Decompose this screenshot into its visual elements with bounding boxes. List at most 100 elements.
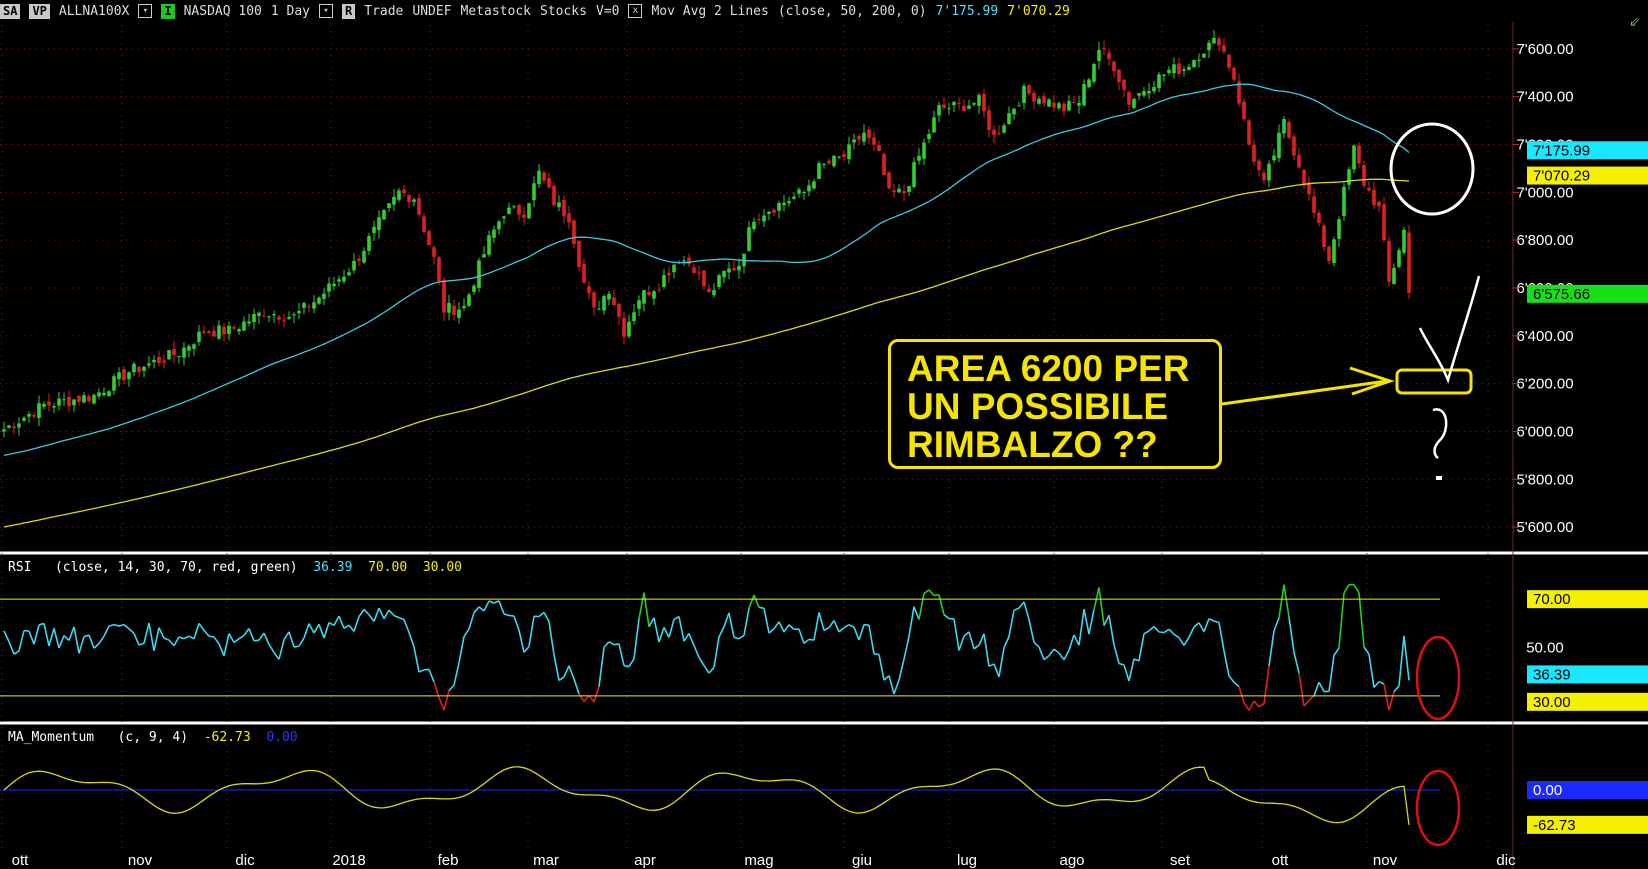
indicator-button[interactable]: I: [161, 3, 175, 19]
rsi-segment: [403, 619, 410, 633]
candle: [942, 104, 946, 109]
candle: [662, 275, 666, 288]
candle: [797, 189, 801, 194]
rsi-segment: [1143, 630, 1150, 635]
rsi-segment: [23, 629, 30, 632]
rsi-segment: [1033, 641, 1040, 648]
x-tick-label: ago: [1059, 852, 1084, 869]
candle: [537, 170, 541, 185]
candle: [1132, 98, 1136, 108]
rsi-segment: [1358, 592, 1365, 648]
symbol-dropdown-icon[interactable]: ▾: [138, 4, 153, 18]
rsi-segment: [958, 635, 965, 651]
rsi-segment: [873, 653, 880, 656]
rsi-segment: [1238, 686, 1245, 703]
momentum-signal: 0.00: [266, 730, 298, 745]
candle: [1177, 63, 1181, 75]
candle: [1397, 250, 1401, 267]
rsi-segment: [328, 621, 335, 627]
close-indicator-icon[interactable]: x: [628, 4, 643, 18]
rsi-red-circle: [1415, 635, 1461, 721]
candle: [1167, 69, 1171, 74]
rsi-segment: [153, 627, 160, 651]
rsi-segment: [508, 614, 515, 617]
x-tick-label: mag: [744, 852, 773, 869]
r-button[interactable]: R: [342, 3, 356, 19]
candle: [1042, 96, 1046, 104]
rsi-segment: [413, 646, 420, 673]
candle: [1102, 48, 1106, 50]
rsi-segment: [478, 606, 485, 612]
candle: [1317, 212, 1321, 223]
candle: [1227, 54, 1231, 68]
rsi-segment: [448, 684, 455, 692]
candle: [552, 185, 556, 206]
rsi-segment: [803, 638, 810, 645]
vp-button[interactable]: VP: [29, 3, 50, 19]
rsi-segment: [1378, 680, 1385, 685]
rsi-segment: [38, 622, 45, 626]
candle: [702, 270, 706, 287]
rsi-segment: [1023, 601, 1030, 620]
rsi-segment: [923, 589, 930, 595]
rsi-segment: [428, 669, 435, 683]
rsi-segment: [78, 636, 85, 654]
candle: [257, 312, 261, 317]
volume-label: V=0: [595, 3, 620, 19]
rsi-segment: [1223, 650, 1230, 676]
candle: [62, 399, 66, 401]
rsi-segment: [763, 608, 770, 634]
rsi-segment: [608, 641, 615, 646]
candle: [202, 331, 206, 333]
rsi-segment: [968, 631, 975, 650]
candle: [277, 316, 281, 320]
candle: [1277, 132, 1281, 159]
candle: [992, 129, 996, 136]
rsi-segment: [1088, 609, 1095, 635]
rsi-segment: [98, 635, 105, 644]
rsi-segment: [1263, 665, 1270, 704]
candle: [7, 425, 11, 428]
rsi-segment: [1163, 628, 1170, 634]
rsi-segment: [158, 627, 165, 639]
rsi-segment: [103, 625, 110, 637]
candle: [512, 206, 516, 208]
rsi-segment: [1013, 607, 1020, 611]
rsi-segment: [818, 612, 825, 631]
rsi-segment: [83, 634, 90, 638]
candle: [867, 129, 871, 138]
rsi-segment: [43, 623, 50, 647]
candle: [182, 347, 186, 358]
rsi-segment: [1043, 655, 1050, 661]
candle: [227, 325, 231, 335]
candle: [362, 250, 366, 263]
symbol-label[interactable]: ALLNA100X: [58, 3, 130, 19]
candle: [372, 226, 376, 234]
rsi-segment: [323, 622, 330, 639]
rsi-segment: [703, 665, 710, 674]
interval-dropdown-icon[interactable]: ▾: [319, 4, 334, 18]
candle: [882, 153, 886, 176]
candle: [102, 393, 106, 396]
candle: [87, 396, 91, 402]
rsi-segment: [1298, 672, 1305, 707]
candle: [707, 288, 711, 293]
rsi-segment: [1268, 630, 1275, 667]
candle: [1357, 145, 1361, 164]
rsi-segment: [313, 623, 320, 634]
annotation-box: AREA 6200 PER UN POSSIBILE RIMBALZO ??: [888, 339, 1222, 469]
candle: [1217, 38, 1221, 46]
arrows-icon[interactable]: ⇙: [1629, 14, 1640, 29]
sa-button[interactable]: SA: [0, 3, 21, 19]
rsi-segment: [358, 609, 365, 618]
candle: [727, 268, 731, 273]
rsi-header: RSI (close, 14, 30, 70, red, green) 36.3…: [8, 560, 462, 575]
candle: [1337, 219, 1341, 239]
candle: [962, 105, 966, 111]
momentum-zero-badge: 0.00: [1533, 782, 1562, 799]
interval-label[interactable]: 1 Day: [270, 3, 311, 19]
rsi-segment: [1303, 699, 1310, 707]
rsi-segment: [1243, 702, 1250, 711]
candle: [832, 155, 836, 167]
